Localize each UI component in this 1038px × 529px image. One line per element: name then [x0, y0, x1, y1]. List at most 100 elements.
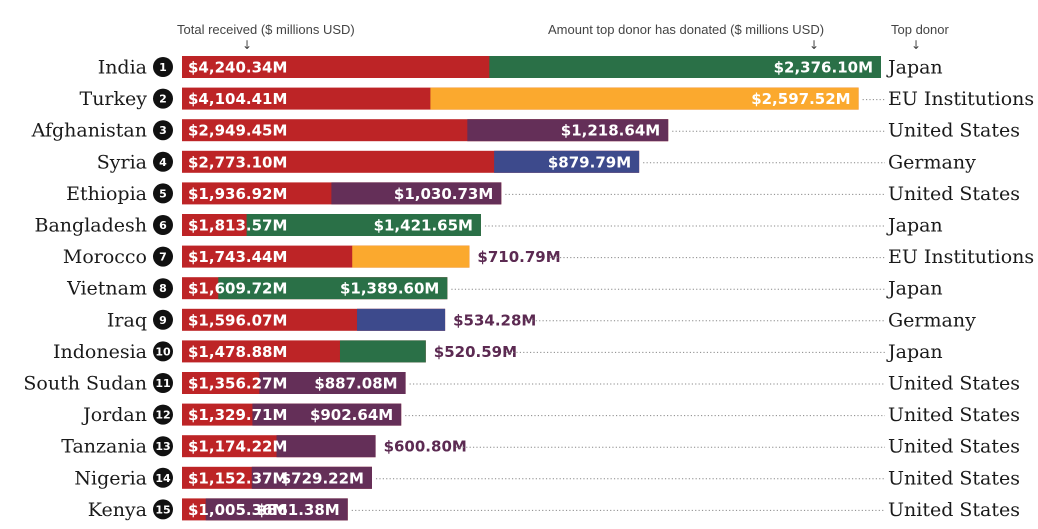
top-donor-label: Germany	[888, 151, 976, 173]
rank-number: 11	[155, 377, 170, 390]
donor-value-label: $861.38M	[256, 501, 339, 519]
total-value-label: $1,356.27M	[188, 375, 287, 393]
donor-value-label: $710.79M	[477, 248, 560, 266]
donor-bar	[467, 119, 669, 142]
donor-bar	[430, 87, 859, 110]
country-label: South Sudan	[23, 373, 147, 395]
top-donor-label: Japan	[886, 278, 943, 300]
donor-bar	[331, 182, 502, 205]
rank-number: 2	[159, 93, 167, 106]
total-value-label: $1,174.22M	[188, 438, 287, 456]
donor-value-label: $2,597.52M	[751, 90, 850, 108]
donor-value-label: $729.22M	[281, 469, 364, 487]
rank-number: 4	[159, 156, 167, 169]
rank-number: 10	[155, 345, 171, 358]
total-value-label: $2,949.45M	[188, 122, 287, 140]
rank-number: 1	[159, 61, 167, 74]
country-label: Morocco	[63, 246, 147, 268]
donor-value-label: $1,389.60M	[340, 280, 439, 298]
top-donor-label: Japan	[886, 341, 943, 363]
country-label: Bangladesh	[35, 215, 148, 237]
donor-value-label: $902.64M	[310, 406, 393, 424]
top-donor-label: EU Institutions	[888, 88, 1034, 110]
donor-bar	[251, 466, 372, 489]
rank-badge	[153, 151, 173, 172]
rank-badge	[153, 309, 173, 330]
rank-badge	[153, 215, 173, 235]
country-label: Jordan	[81, 404, 147, 426]
donor-value-label: $1,218.64M	[561, 122, 660, 140]
total-value-label: $1,936.92M	[188, 185, 287, 203]
rank-badge	[153, 120, 173, 141]
donor-bar	[252, 403, 402, 426]
total-value-label: $1,813.57M	[188, 217, 287, 235]
donor-bar	[489, 56, 881, 78]
top-donor-label: United States	[888, 373, 1020, 395]
rank-number: 9	[159, 314, 167, 327]
rank-badge	[153, 467, 173, 488]
top-donor-label: United States	[888, 120, 1020, 142]
rank-number: 7	[159, 251, 167, 264]
rank-number: 13	[155, 440, 170, 453]
donor-value-label: $2,376.10M	[774, 59, 873, 77]
rank-number: 6	[159, 219, 167, 232]
donor-value-label: $887.08M	[314, 375, 397, 393]
header-total-label: Total received ($ millions USD)	[177, 22, 355, 37]
donor-bar	[205, 498, 348, 521]
rank-badge	[153, 183, 173, 204]
total-value-label: $2,773.10M	[188, 153, 287, 171]
header: Total received ($ millions USD) ↓ Amount…	[177, 22, 949, 52]
country-label: Turkey	[80, 88, 148, 110]
donor-bar	[494, 150, 640, 173]
country-label: Ethiopia	[66, 183, 147, 205]
donor-value-label: $879.79M	[548, 153, 631, 171]
top-donor-label: United States	[888, 436, 1020, 458]
header-donor-amount-arrow: ↓	[809, 38, 819, 52]
header-top-donor-arrow: ↓	[911, 38, 921, 52]
donor-value-label: $520.59M	[434, 343, 517, 361]
rank-badge	[153, 436, 173, 457]
country-label: Syria	[97, 151, 147, 173]
total-value-label: $1,478.88M	[188, 343, 287, 361]
header-top-donor-label: Top donor	[891, 22, 949, 37]
total-value-label: $1,329.71M	[188, 406, 287, 424]
country-label: Afghanistan	[31, 120, 147, 142]
donor-value-label: $1,030.73M	[394, 185, 493, 203]
donor-value-label: $1,421.65M	[374, 217, 473, 235]
top-donor-label: United States	[888, 404, 1020, 426]
country-label: Indonesia	[53, 341, 147, 363]
country-label: Kenya	[88, 499, 147, 521]
country-label: Tanzania	[61, 436, 147, 458]
rank-badge	[153, 373, 173, 393]
rank-badge	[153, 499, 173, 520]
header-donor-amount-label: Amount top donor has donated ($ millions…	[548, 22, 824, 37]
total-value-label: $1,609.72M	[188, 280, 287, 298]
top-donor-label: Germany	[888, 309, 976, 331]
rank-badge	[153, 88, 173, 109]
rank-number: 3	[159, 124, 167, 137]
country-label: Iraq	[107, 309, 147, 331]
rank-number: 14	[155, 472, 171, 485]
donor-bar	[246, 214, 481, 236]
total-value-label: $4,104.41M	[188, 90, 287, 108]
donor-bar	[259, 372, 406, 394]
donor-bar	[276, 435, 376, 458]
top-donor-label: Japan	[886, 215, 943, 237]
donor-bar	[339, 340, 426, 363]
rank-number: 12	[155, 409, 170, 422]
rank-badge	[153, 278, 173, 299]
rank-number: 8	[159, 282, 167, 295]
rank-badge	[153, 341, 173, 362]
country-label: India	[98, 57, 147, 79]
rank-badge	[153, 404, 173, 425]
top-donor-label: United States	[888, 499, 1020, 521]
donor-value-label: $600.80M	[384, 438, 467, 456]
top-donor-label: United States	[888, 183, 1020, 205]
total-value-label: $1,596.07M	[188, 311, 287, 329]
total-value-label: $1,005.36M	[188, 501, 287, 519]
donor-bar	[352, 245, 470, 268]
top-donor-label: EU Institutions	[888, 246, 1034, 268]
rank-number: 5	[159, 187, 167, 200]
total-value-label: $1,152.37M	[188, 469, 287, 487]
